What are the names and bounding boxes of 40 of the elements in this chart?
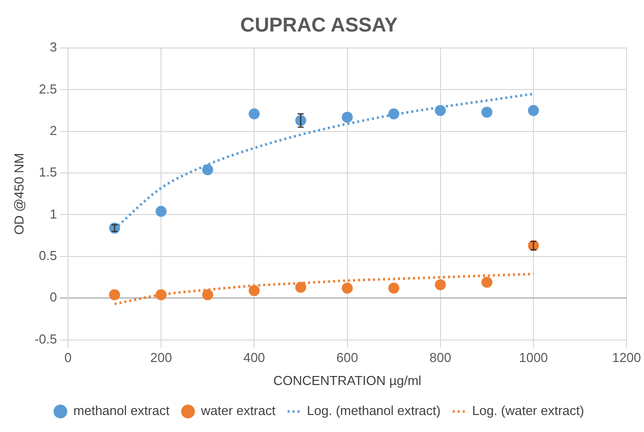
x-tick-label: 600 — [336, 350, 358, 366]
y-tick-label: 0.5 — [38, 248, 57, 264]
y-tick-label: -0.5 — [34, 331, 57, 346]
point — [156, 206, 167, 217]
point — [202, 164, 214, 176]
point — [342, 282, 353, 294]
point — [528, 105, 539, 116]
point — [434, 105, 446, 116]
point — [202, 289, 214, 300]
y-tick-label: 0 — [50, 290, 57, 305]
x-tick-label: 1000 — [518, 350, 548, 366]
point — [388, 108, 400, 120]
x-tick-label: 1200 — [612, 350, 641, 366]
y-tick-label: 3 — [50, 40, 57, 55]
y-tick-label: 2.5 — [38, 81, 57, 96]
point — [156, 289, 167, 300]
x-tick-label: 0 — [64, 350, 72, 366]
x-axis-title: CONCENTRATION µg/ml — [273, 372, 422, 388]
legend-label: water extract — [200, 403, 276, 418]
x-tick-label: 400 — [243, 350, 266, 366]
y-tick-label: 1 — [50, 206, 57, 222]
point — [388, 282, 400, 294]
point — [248, 285, 260, 296]
point — [434, 279, 446, 290]
y-axis-title: OD @450 NM — [11, 152, 26, 235]
legend-label: methanol extract — [73, 403, 170, 418]
y-tick-label: 1.5 — [38, 164, 57, 180]
x-tick-label: 200 — [150, 350, 172, 366]
legend-label: Log. (methanol extract) — [306, 403, 441, 418]
point — [295, 282, 306, 293]
point — [109, 289, 120, 300]
point — [481, 106, 492, 118]
point — [248, 108, 260, 120]
y-tick-label: 2 — [50, 122, 57, 138]
point — [481, 276, 492, 288]
line-series — [113, 272, 535, 306]
legend-label: Log. (water extract) — [472, 403, 584, 418]
x-tick-label: 800 — [430, 350, 452, 366]
chart-title: CUPRAC ASSAY — [240, 14, 398, 37]
point — [342, 112, 353, 123]
